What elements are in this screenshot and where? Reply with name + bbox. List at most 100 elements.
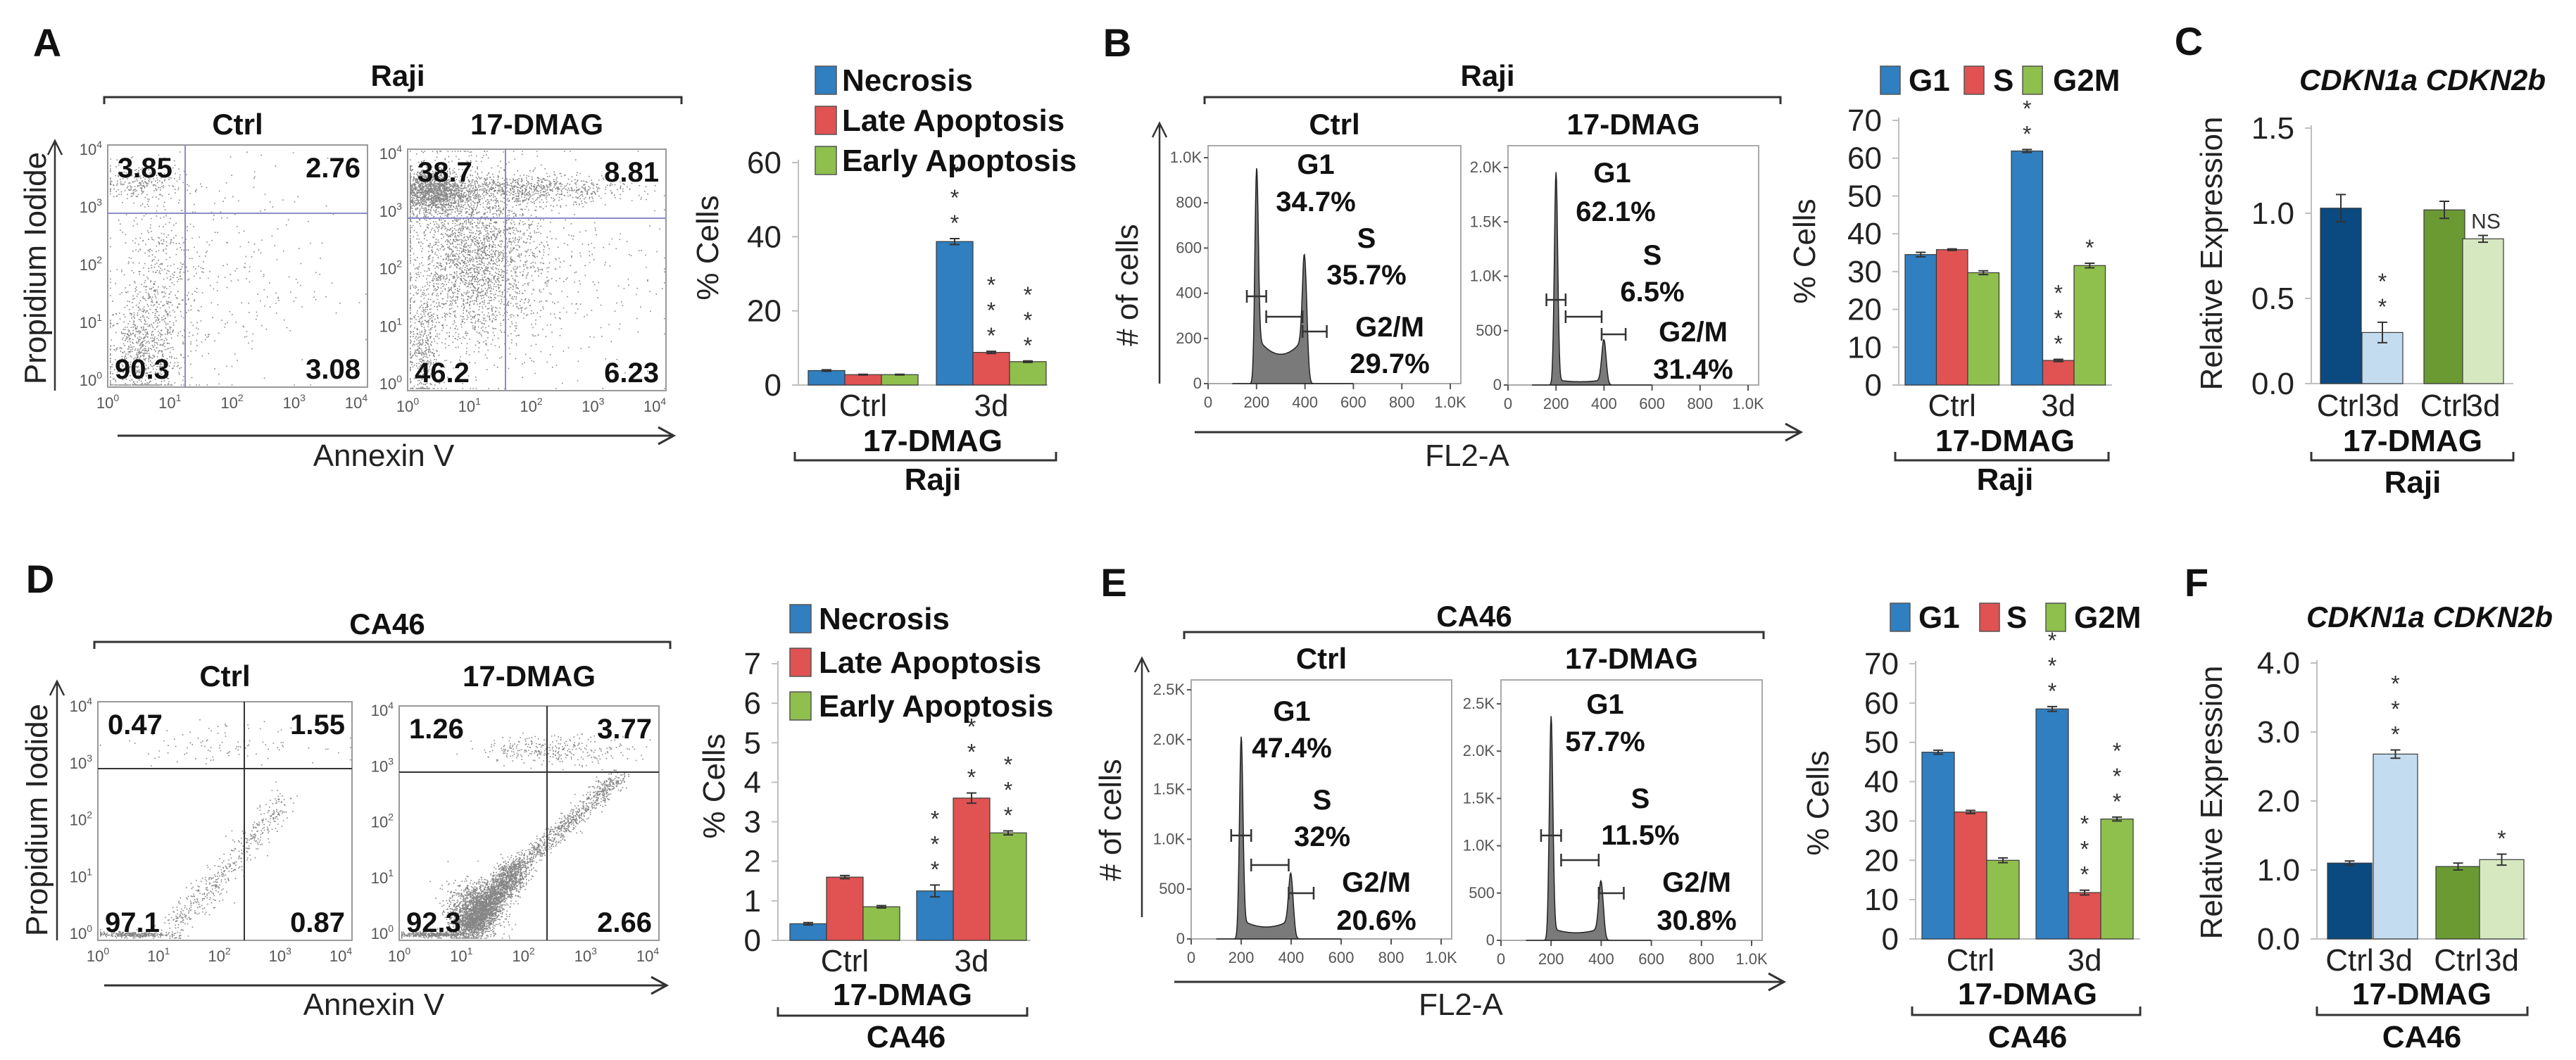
category-label: Ctrl: [1928, 389, 1976, 423]
x-axis-label: Annexin V: [303, 988, 445, 1022]
tick-base: 10: [283, 394, 300, 412]
tick-exponent: 0: [405, 945, 410, 957]
y-axis-label: # of cells: [1110, 224, 1145, 346]
legend-label: Late Apoptosis: [819, 645, 1041, 680]
quadrant-upper-left-value: 1.26: [409, 714, 464, 745]
x-tick-label: 102: [220, 392, 243, 412]
y-axis-label: % Cells: [1788, 198, 1822, 303]
tick-exponent: 4: [653, 945, 659, 957]
gene-title: CDKN1a CDKN2b: [2299, 63, 2546, 96]
error-bar: [2085, 263, 2095, 269]
y-tick-label: 60: [1864, 686, 1899, 721]
legend-swatch: [815, 106, 837, 135]
significance-marker: *: [2077, 235, 2102, 260]
bar-0: [2327, 862, 2373, 940]
x-tick-label: 0: [1497, 950, 1505, 968]
phase-name: G2/M: [1342, 867, 1411, 898]
significance-marker: ***: [2383, 671, 2408, 747]
phase-percent: 47.4%: [1252, 733, 1331, 764]
dna-content-histogram: [1532, 172, 1652, 386]
panel-letter: A: [33, 20, 61, 65]
bar-late-apoptosis-ctrl: [826, 876, 864, 941]
plot-frame: [1190, 679, 1452, 940]
category-label: 3d: [974, 389, 1009, 423]
legend-label: Necrosis: [842, 63, 973, 98]
x-tick-label: 103: [269, 945, 291, 965]
bar-2: [2423, 209, 2465, 384]
tick-exponent: 3: [388, 755, 394, 766]
tick-exponent: 3: [286, 945, 291, 957]
tick-exponent: 3: [300, 392, 306, 403]
cell-line-title: Raji: [1460, 59, 1514, 92]
histogram-1: 17-DMAG 0 500 1.0K 1.5K 2.0K 0 200 400 600 800 1.0K…: [1470, 108, 1764, 412]
treatment-bracket: [777, 1007, 1029, 1017]
legend-label: S: [2006, 600, 2027, 635]
bar-3: [2479, 859, 2525, 940]
legend-label: G1: [1909, 63, 1950, 98]
legend-label: G2M: [2053, 63, 2120, 98]
tick-base: 10: [87, 947, 103, 965]
plot-frame: [1207, 145, 1462, 384]
treatment-bracket: [1894, 452, 2110, 462]
category-label: Ctrl: [839, 389, 887, 423]
y-tick-label: 2: [744, 845, 761, 879]
y-axis-label: % Cells: [691, 195, 725, 300]
tick-base: 10: [636, 947, 653, 965]
tick-exponent: 0: [103, 945, 109, 957]
cell-line-label: Raji: [1977, 462, 2034, 497]
error-bar: [1933, 749, 1943, 755]
tick-base: 10: [379, 203, 396, 220]
x-tick-label: 103: [574, 945, 597, 965]
y-tick-label: 500: [1476, 322, 1502, 339]
bar-g1-ctrl: [1904, 254, 1937, 386]
quadrant-lower-right-value: 2.66: [597, 907, 652, 938]
significance-marker: ***: [2046, 280, 2071, 356]
phase-percent: 34.7%: [1276, 187, 1355, 217]
y-tick-label: 6: [744, 686, 761, 721]
x-tick-label: 0: [1504, 395, 1512, 412]
y-tick-label: 40: [747, 220, 781, 254]
legend-item: Necrosis: [815, 63, 973, 98]
tick-exponent: 3: [591, 945, 597, 957]
legend-item: Early Apoptosis: [789, 689, 1053, 724]
x-tick-label: 102: [520, 396, 542, 415]
phase-percent: 32%: [1294, 821, 1350, 852]
y-tick-label: 1.5: [2251, 111, 2294, 146]
tick-exponent: 3: [599, 396, 605, 407]
legend-swatch: [1880, 65, 1901, 95]
x-axis-arrow: [1195, 422, 1804, 442]
y-tick-label: 2.0K: [1153, 731, 1186, 748]
y-tick-label: 10: [1864, 883, 1899, 917]
x-tick-label: 200: [1543, 395, 1569, 412]
category-label: Ctrl: [1947, 943, 1994, 978]
treatment-bracket: [1911, 1007, 2142, 1016]
x-tick-label: 100: [388, 945, 410, 965]
x-axis-label: FL2-A: [1425, 438, 1509, 473]
y-tick-label: 70: [1847, 103, 1882, 138]
significance-marker: ***: [995, 752, 1021, 828]
error-bar: [2439, 201, 2449, 220]
error-bar: [2080, 889, 2090, 896]
error-bar: [877, 904, 886, 909]
bar-g1-3d: [2035, 708, 2069, 940]
bar-late-apoptosis-ctrl: [844, 374, 882, 386]
y-tick-label: 40: [1864, 765, 1899, 800]
error-bar: [822, 369, 831, 372]
phase-gate: [1265, 310, 1304, 323]
tick-exponent: 2: [238, 392, 244, 403]
y-tick-label: 101: [371, 867, 394, 887]
y-tick-label: 1.0K: [1170, 149, 1202, 166]
cell-line-label: Raji: [2385, 465, 2442, 500]
legend-label: Late Apoptosis: [842, 103, 1064, 138]
y-tick-label: 400: [1176, 284, 1202, 302]
x-tick-label: 400: [1588, 950, 1614, 968]
histogram-panel-B: Raji Ctrl 0 200 400 600 800 1.0K 0 200 400 600 800 1.…: [1110, 59, 1804, 473]
y-tick-label: 1.5K: [1470, 213, 1502, 230]
category-label: Ctrl: [2325, 943, 2373, 978]
legend-item: G1: [1890, 600, 1960, 635]
bar-chart-A-bar: 0 20 40 60 % Cells *** Necrosis *** Late Apoptos…: [691, 63, 1076, 497]
bar-s-3d: [2042, 360, 2075, 386]
phase-name: S: [1631, 783, 1650, 814]
y-tick-label: 104: [371, 700, 394, 719]
